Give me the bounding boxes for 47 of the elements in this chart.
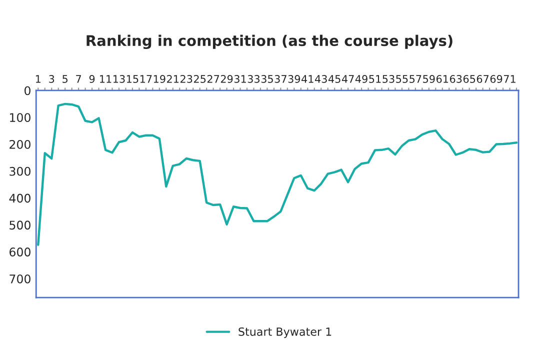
y-tick-label: 500 bbox=[10, 220, 30, 230]
x-tick-label: 45 bbox=[328, 75, 340, 83]
y-tick-label: 100 bbox=[10, 113, 30, 122]
x-tick-label: 19 bbox=[154, 75, 166, 83]
legend-label: Stuart Bywater 1 bbox=[238, 327, 332, 338]
x-tick-label: 57 bbox=[410, 75, 422, 83]
x-tick-label: 41 bbox=[302, 75, 314, 83]
x-tick-label: 17 bbox=[140, 75, 152, 83]
y-tick-label: 400 bbox=[9, 194, 30, 203]
x-tick-label: 51 bbox=[369, 75, 381, 83]
x-tick-label: 71 bbox=[504, 75, 516, 83]
x-tick-label: 59 bbox=[423, 75, 435, 83]
x-tick-label: 9 bbox=[89, 75, 95, 83]
line-series bbox=[37, 102, 518, 246]
x-tick-label: 11 bbox=[100, 75, 112, 83]
x-tick-label: 37 bbox=[274, 75, 286, 83]
x-tick-label: 33 bbox=[248, 75, 260, 83]
x-tick-label: 5 bbox=[62, 75, 68, 83]
x-tick-label: 29 bbox=[220, 75, 233, 83]
x-tick-label: 47 bbox=[342, 75, 354, 83]
x-tick-label: 27 bbox=[207, 75, 220, 83]
x-tick-label: 61 bbox=[436, 75, 448, 83]
x-tick-label: 39 bbox=[288, 75, 300, 83]
x-tick-label: 13 bbox=[114, 75, 125, 83]
x-tick-label: 25 bbox=[194, 75, 206, 83]
x-tick-label: 23 bbox=[180, 75, 192, 83]
x-tick-label: 55 bbox=[396, 75, 408, 83]
x-tick-label: 7 bbox=[76, 75, 81, 83]
x-tick-label: 67 bbox=[476, 75, 489, 83]
y-tick-label: 700 bbox=[10, 274, 30, 284]
x-tick-label: 1 bbox=[36, 75, 40, 83]
x-tick-label: 15 bbox=[126, 75, 138, 83]
x-tick-label: 35 bbox=[261, 75, 273, 83]
x-tick-label: 53 bbox=[382, 75, 394, 83]
x-tick-label: 21 bbox=[167, 75, 179, 83]
x-tick-label: 43 bbox=[314, 75, 327, 83]
y-tick-label: 0 bbox=[24, 86, 30, 96]
y-tick-label: 200 bbox=[10, 140, 30, 149]
x-tick-label: 49 bbox=[355, 75, 368, 83]
x-tick-label: 31 bbox=[234, 75, 246, 83]
chart-title: Ranking in competition (as the course plays) bbox=[86, 34, 452, 50]
y-tick-label: 600 bbox=[10, 248, 30, 256]
x-tick-label: 63 bbox=[450, 75, 462, 83]
x-tick-label: 65 bbox=[463, 75, 476, 83]
y-tick-label: 300 bbox=[10, 166, 30, 176]
x-tick-label: 69 bbox=[490, 75, 502, 83]
x-tick-label: 3 bbox=[49, 75, 54, 83]
